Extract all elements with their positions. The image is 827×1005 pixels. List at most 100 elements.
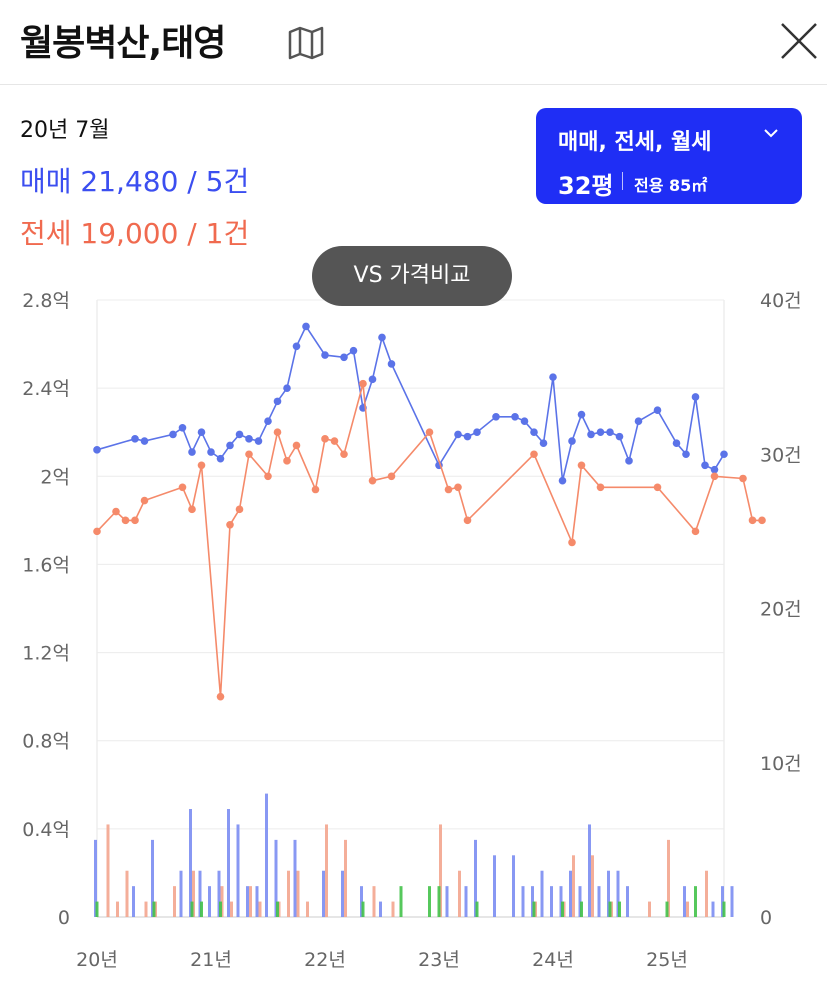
volume-bar	[217, 870, 221, 917]
volume-bar	[246, 886, 249, 917]
jeonse-price-point	[226, 520, 234, 529]
jeonse-price-point	[691, 527, 700, 536]
sale-summary: 매매 21,480 / 5건	[20, 165, 250, 198]
sale-price-point	[245, 435, 253, 443]
volume-bar	[521, 886, 525, 917]
volume-bar	[227, 809, 230, 917]
volume-bar	[730, 886, 734, 917]
y-left-tick-label: 0.4억	[22, 819, 70, 841]
sale-price-point	[169, 430, 177, 439]
volume-bar	[439, 824, 442, 917]
jeonse-price-point	[93, 527, 101, 536]
jeonse-price-point	[568, 538, 576, 547]
volume-bar	[198, 870, 202, 917]
volume-bar	[274, 839, 278, 917]
volume-bar	[249, 886, 252, 917]
trade-type-filter-button[interactable]: 매매, 전세, 월세 32평 전용 85㎡	[536, 108, 802, 204]
volume-bar	[276, 901, 279, 917]
volume-bar	[561, 901, 564, 917]
sale-price-point	[226, 441, 234, 450]
volume-bar	[608, 901, 612, 917]
x-tick-label: 22년	[304, 949, 346, 971]
volume-bar	[325, 824, 328, 917]
volume-bar	[391, 901, 395, 917]
volume-bar	[293, 839, 297, 917]
sale-price-point	[672, 439, 681, 448]
sale-price-point	[131, 435, 139, 443]
volume-bar	[616, 870, 620, 917]
sale-price-point	[577, 410, 586, 419]
jeonse-price-point	[197, 461, 206, 470]
x-tick-label: 20년	[76, 949, 118, 971]
page-title: 월봉벽산,태영	[20, 23, 226, 64]
volume-bar	[192, 870, 195, 917]
volume-bar	[132, 886, 135, 917]
sale-price-point	[625, 457, 633, 465]
sale-price-point	[558, 476, 567, 485]
sale-price-point	[473, 428, 481, 437]
jeonse-price-point	[739, 474, 747, 483]
volume-bar	[464, 886, 468, 917]
jeonse-price-point	[454, 483, 462, 492]
volume-bar	[512, 855, 515, 917]
chevron-down-icon	[764, 129, 778, 138]
y-left-tick-label: 2.8억	[22, 290, 70, 312]
header: 월봉벽산,태영	[0, 0, 827, 85]
volume-bar	[94, 839, 97, 917]
jeonse-price-point	[653, 483, 662, 492]
volume-bar	[493, 855, 496, 917]
volume-bar	[597, 886, 601, 917]
jeonse-summary: 전세 19,000 / 1건	[20, 217, 250, 250]
sale-price-point	[463, 432, 472, 441]
volume-bar	[722, 901, 726, 917]
volume-bar	[230, 901, 233, 917]
volume-bar	[219, 901, 222, 917]
jeonse-price-point	[387, 472, 396, 481]
volume-bar	[341, 870, 344, 917]
sale-price-point	[178, 424, 187, 432]
sale-price-point	[596, 428, 605, 437]
jeonse-price-point	[596, 483, 605, 492]
jeonse-price-point	[340, 450, 348, 459]
y-left-tick-label: 1.6억	[22, 554, 70, 576]
volume-bar	[116, 901, 119, 917]
y-left-tick-label: 2.4억	[22, 378, 70, 400]
map-icon[interactable]	[286, 24, 326, 60]
jeonse-price-point	[330, 437, 339, 445]
jeonse-price-point	[245, 450, 253, 459]
jeonse-price-point	[216, 692, 225, 701]
sale-price-point	[292, 342, 301, 351]
sale-price-point	[197, 428, 206, 437]
sale-price-point	[254, 437, 263, 445]
period-label: 20년 7월	[20, 118, 110, 143]
volume-bar	[665, 901, 669, 917]
jeonse-price-point	[748, 516, 757, 525]
volume-bar	[144, 901, 148, 917]
close-icon[interactable]	[778, 20, 820, 62]
sale-price-point	[302, 322, 310, 331]
y-right-tick-label: 10건	[760, 753, 802, 775]
volume-bar	[580, 901, 583, 917]
x-tick-label: 23년	[418, 949, 460, 971]
volume-bar	[179, 870, 183, 917]
sale-price-point	[530, 428, 538, 437]
volume-bar	[379, 901, 382, 917]
jeonse-price-point	[131, 516, 139, 525]
sale-price-point	[283, 384, 291, 392]
sale-price-point	[387, 360, 396, 368]
volume-bar	[428, 886, 431, 917]
jeonse-price-point	[710, 472, 719, 481]
sale-price-point	[93, 446, 101, 454]
sale-price-point	[349, 346, 358, 355]
sale-price-point	[710, 465, 719, 474]
volume-bar	[173, 886, 176, 917]
volume-bar	[591, 855, 594, 917]
volume-bar	[95, 901, 99, 917]
jeonse-price-point	[283, 457, 291, 465]
volume-bar	[683, 886, 686, 917]
jeonse-price-point	[273, 428, 282, 437]
price-compare-button[interactable]: VS 가격비교	[312, 246, 512, 306]
y-right-tick-label: 20건	[760, 599, 802, 621]
jeonse-price-point	[368, 476, 377, 485]
volume-bar	[296, 870, 300, 917]
